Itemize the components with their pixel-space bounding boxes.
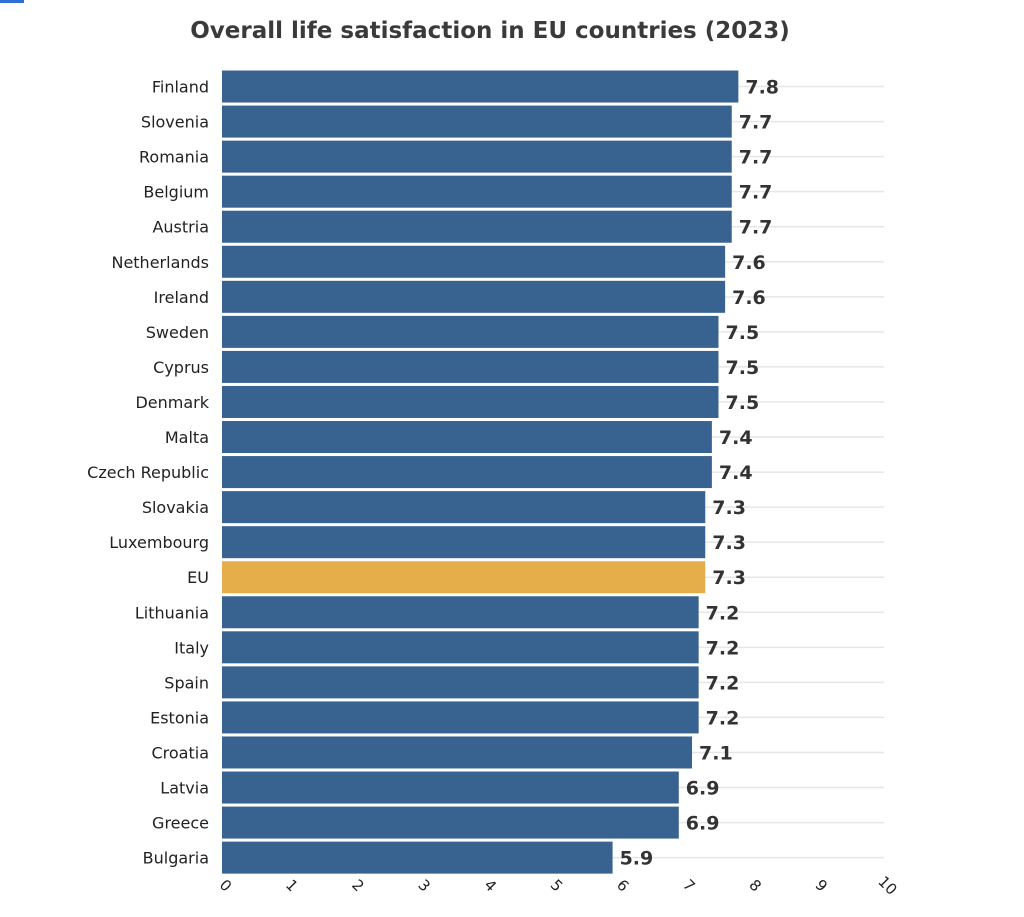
category-label: Cyprus xyxy=(153,358,209,377)
value-label: 5.9 xyxy=(620,848,654,870)
value-label: 7.4 xyxy=(719,462,753,484)
bar-netherlands xyxy=(222,245,726,278)
bar-czech-republic xyxy=(222,456,712,489)
bar-romania xyxy=(222,140,732,173)
value-label: 7.7 xyxy=(739,147,773,169)
value-label: 7.5 xyxy=(726,357,760,379)
category-label: Slovakia xyxy=(142,498,209,517)
x-tick-label: 3 xyxy=(414,876,433,895)
x-tick-label: 9 xyxy=(812,876,831,895)
bar-spain xyxy=(222,666,699,699)
bar-italy xyxy=(222,631,699,664)
category-label: Croatia xyxy=(151,743,209,762)
category-label: Malta xyxy=(165,428,209,447)
value-label: 6.9 xyxy=(686,813,720,835)
value-label: 7.4 xyxy=(719,427,753,449)
bar-denmark xyxy=(222,385,719,418)
bar-finland xyxy=(222,70,739,103)
bar-eu xyxy=(222,561,706,594)
bar-lithuania xyxy=(222,596,699,629)
value-label: 7.6 xyxy=(732,287,766,309)
category-label: Belgium xyxy=(143,183,209,202)
category-label: EU xyxy=(187,568,209,587)
bar-cyprus xyxy=(222,350,719,383)
category-label: Latvia xyxy=(160,779,209,798)
value-labels: 7.8 7.7 7.7 7.7 7.7 7.6 7.6 7.5 7.5 7.5 7.4 7.4 7.3 7… xyxy=(620,77,779,870)
x-tick-label: 4 xyxy=(481,876,500,895)
value-label: 7.5 xyxy=(726,322,760,344)
x-tick-label: 8 xyxy=(745,876,764,895)
value-label: 7.8 xyxy=(745,77,779,99)
category-label: Netherlands xyxy=(111,253,209,272)
value-label: 7.5 xyxy=(726,392,760,414)
category-labels: Finland Slovenia Romania Belgium Austria Neth… xyxy=(87,78,210,868)
value-label: 7.7 xyxy=(739,182,773,204)
value-label: 7.2 xyxy=(706,602,740,624)
value-label: 7.3 xyxy=(712,497,746,519)
value-label: 7.7 xyxy=(739,112,773,134)
value-label: 7.3 xyxy=(712,567,746,589)
category-label: Slovenia xyxy=(141,113,209,132)
x-tick-label: 5 xyxy=(547,876,566,895)
category-label: Denmark xyxy=(135,393,209,412)
value-label: 7.2 xyxy=(706,707,740,729)
value-label: 7.2 xyxy=(706,672,740,694)
category-label: Sweden xyxy=(146,323,209,342)
value-label: 6.9 xyxy=(686,778,720,800)
x-tick-label: 1 xyxy=(282,876,301,895)
bar-latvia xyxy=(222,771,679,804)
bar-bulgaria xyxy=(222,841,613,874)
category-label: Romania xyxy=(139,148,209,167)
bar-belgium xyxy=(222,175,732,208)
bar-ireland xyxy=(222,280,726,313)
x-tick-label: 2 xyxy=(348,876,367,895)
bar-slovakia xyxy=(222,491,706,524)
value-label: 7.2 xyxy=(706,637,740,659)
category-label: Greece xyxy=(152,814,209,833)
value-label: 7.7 xyxy=(739,217,773,239)
value-label: 7.3 xyxy=(712,532,746,554)
bar-sweden xyxy=(222,315,719,348)
x-tick-label: 6 xyxy=(613,876,632,895)
category-label: Czech Republic xyxy=(87,463,209,482)
bar-austria xyxy=(222,210,732,243)
x-tick-label: 7 xyxy=(679,876,698,895)
category-label: Italy xyxy=(174,638,209,657)
bar-luxembourg xyxy=(222,526,706,559)
x-tick-label: 10 xyxy=(874,872,900,898)
x-axis-ticks: 0 1 2 3 4 5 6 7 8 9 10 xyxy=(216,872,901,898)
bar-malta xyxy=(222,421,712,454)
category-label: Lithuania xyxy=(135,603,209,622)
bar-slovenia xyxy=(222,105,732,138)
category-label: Spain xyxy=(164,673,209,692)
value-label: 7.1 xyxy=(699,742,733,764)
bar-estonia xyxy=(222,701,699,734)
bar-greece xyxy=(222,806,679,839)
category-label: Bulgaria xyxy=(143,849,209,868)
category-label: Austria xyxy=(152,218,209,237)
category-label: Luxembourg xyxy=(109,533,209,552)
category-label: Estonia xyxy=(150,708,209,727)
bar-croatia xyxy=(222,736,693,769)
category-label: Finland xyxy=(152,78,209,97)
chart-title: Overall life satisfaction in EU countrie… xyxy=(190,18,790,44)
x-tick-label: 0 xyxy=(216,876,235,895)
corner-accent xyxy=(0,0,24,3)
category-label: Ireland xyxy=(154,288,209,307)
value-label: 7.6 xyxy=(732,252,766,274)
bars xyxy=(222,70,739,874)
